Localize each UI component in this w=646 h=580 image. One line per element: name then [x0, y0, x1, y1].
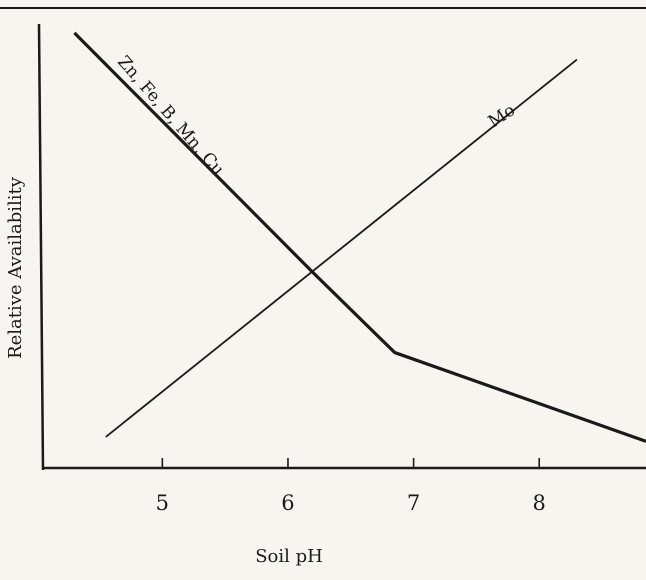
series-line-0	[73, 31, 646, 443]
x-tick-label-6: 6	[281, 491, 294, 515]
x-tick-label-5: 5	[156, 491, 169, 515]
x-ticks: 5 6 7 8	[156, 458, 546, 515]
series-label-mo: Mo	[485, 100, 519, 132]
x-tick-label-7: 7	[407, 491, 420, 515]
series-label-zn-fe-b-mn-cu: Zn, Fe, B, Mn, Cu	[113, 52, 228, 180]
x-axis-label: Soil pH	[255, 546, 323, 567]
x-tick-label-8: 8	[533, 491, 546, 515]
series-lines	[73, 31, 646, 443]
y-axis-label: Relative Availability	[5, 176, 26, 359]
series-line-1	[105, 58, 578, 438]
y-axis-line	[37, 23, 45, 471]
